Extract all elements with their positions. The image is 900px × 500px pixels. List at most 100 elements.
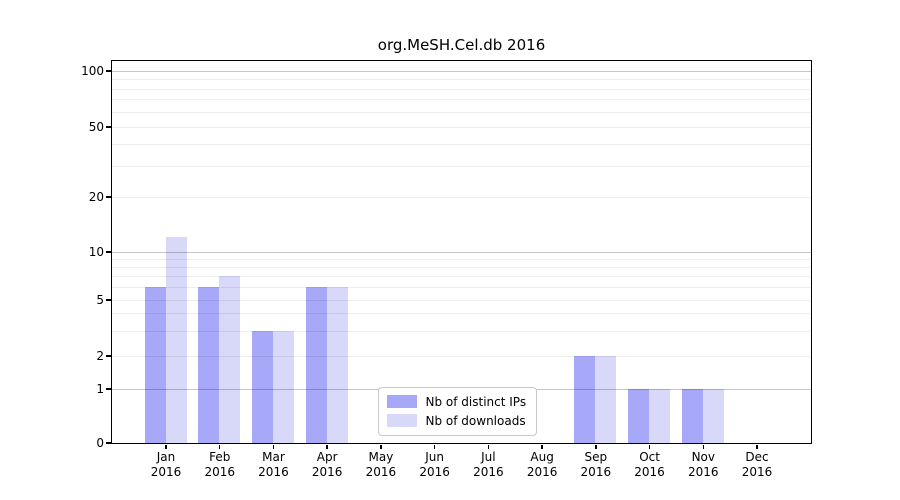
bar-downloads-apr — [326, 286, 348, 443]
y-axis-tick-mark — [105, 388, 111, 390]
x-axis-month-label: Apr 2016 — [299, 450, 355, 480]
grid-layer — [111, 61, 811, 443]
bar-downloads-nov — [702, 388, 724, 443]
minor-gridline — [111, 355, 811, 357]
x-axis-tick-mark — [272, 444, 275, 449]
y-axis-tick-label: 50 — [88, 120, 104, 134]
x-axis-tick-mark — [595, 444, 597, 449]
x-axis-month-label: Feb 2016 — [192, 450, 248, 480]
month-year: 2016 — [365, 465, 397, 479]
minor-gridline — [111, 286, 811, 288]
legend-label-downloads: Nb of downloads — [425, 413, 526, 428]
x-axis-month-label: Jul 2016 — [460, 450, 516, 480]
x-axis-month-label: Oct 2016 — [622, 450, 678, 480]
month-name: Oct — [639, 450, 660, 464]
x-axis-tick-mark — [218, 444, 221, 449]
x-axis-month-label: Aug 2016 — [514, 450, 570, 480]
x-axis-month-label: Nov 2016 — [675, 450, 731, 480]
bar-distinct-ips-apr — [305, 286, 327, 443]
x-axis-tick-mark — [165, 444, 167, 449]
month-name: Jun — [425, 450, 445, 464]
y-axis-tick-label: 0 — [96, 436, 104, 450]
minor-gridline — [111, 330, 811, 332]
month-year: 2016 — [473, 465, 504, 479]
y-axis-tick-label: 20 — [88, 190, 104, 204]
month-year: 2016 — [150, 465, 182, 479]
y-axis-tick-label: 10 — [88, 245, 104, 259]
legend-item-downloads: Nb of downloads — [386, 413, 527, 428]
y-axis-tick-label: 2 — [96, 349, 104, 363]
y-axis-tick-label: 5 — [96, 293, 104, 307]
month-name: Feb — [209, 450, 231, 464]
bar-downloads-feb — [219, 276, 241, 443]
y-axis-tick-mark — [105, 355, 111, 357]
major-gridline — [111, 70, 811, 72]
bar-distinct-ips-sep — [574, 355, 596, 443]
y-axis-tick-label: 1 — [96, 382, 104, 396]
y-axis-tick-mark — [105, 251, 111, 253]
month-name: Mar — [262, 450, 285, 464]
legend-swatch-downloads — [386, 414, 417, 427]
bar-distinct-ips-mar — [251, 330, 273, 443]
month-name: Dec — [745, 450, 769, 464]
minor-gridline — [111, 165, 811, 167]
month-year: 2016 — [526, 465, 558, 479]
x-axis-month-label: Mar 2016 — [245, 450, 301, 480]
x-axis-tick-mark — [648, 444, 651, 449]
bar-downloads-sep — [595, 355, 617, 443]
month-year: 2016 — [258, 465, 289, 479]
minor-gridline — [111, 126, 811, 128]
y-axis-tick-mark — [105, 299, 111, 301]
chart-title: org.MeSH.Cel.db 2016 — [377, 36, 546, 54]
month-name: Apr — [316, 450, 338, 464]
x-axis-tick-mark — [380, 444, 382, 449]
x-axis-tick-mark — [756, 444, 758, 449]
legend-label-distinct-ips: Nb of distinct IPs — [425, 394, 527, 409]
legend-item-distinct-ips: Nb of distinct IPs — [386, 394, 527, 409]
x-axis-tick-mark — [541, 444, 543, 449]
month-year: 2016 — [419, 465, 450, 479]
bar-downloads-jan — [165, 237, 187, 443]
bars-layer — [112, 61, 811, 443]
bar-downloads-oct — [649, 388, 671, 443]
x-axis-month-label: Jun 2016 — [407, 450, 463, 480]
month-year: 2016 — [688, 465, 719, 479]
minor-gridline — [111, 266, 811, 268]
month-name: Aug — [530, 450, 554, 464]
x-axis-tick-mark — [433, 444, 436, 449]
major-gridline — [111, 251, 811, 253]
minor-gridline — [111, 79, 811, 80]
month-name: Nov — [691, 450, 715, 464]
x-axis-tick-mark — [702, 444, 705, 449]
bar-distinct-ips-oct — [628, 388, 650, 443]
minor-gridline — [111, 313, 811, 315]
minor-gridline — [111, 99, 811, 101]
x-axis-month-label: Sep 2016 — [568, 450, 624, 480]
month-year: 2016 — [741, 465, 773, 479]
y-axis-tick-mark — [105, 196, 111, 198]
legend: Nb of distinct IPs Nb of downloads — [377, 386, 538, 436]
y-axis-tick-mark — [105, 442, 111, 444]
month-name: May — [368, 450, 394, 464]
month-year: 2016 — [634, 465, 665, 479]
x-axis-tick-mark — [487, 444, 490, 449]
month-year: 2016 — [311, 465, 343, 479]
plot-area: Nb of distinct IPs Nb of downloads — [110, 59, 812, 444]
month-year: 2016 — [204, 465, 235, 479]
minor-gridline — [111, 111, 811, 113]
legend-swatch-distinct-ips — [386, 395, 417, 408]
minor-gridline — [111, 143, 811, 145]
bar-distinct-ips-jan — [144, 286, 166, 443]
bar-downloads-mar — [272, 330, 294, 443]
bar-distinct-ips-feb — [198, 286, 220, 443]
y-axis-tick-mark — [105, 126, 111, 128]
bar-distinct-ips-nov — [681, 388, 703, 443]
y-axis-tick-label: 100 — [81, 64, 104, 78]
month-name: Jan — [156, 450, 176, 464]
x-axis-month-label: Dec 2016 — [729, 450, 785, 480]
x-axis-tick-mark — [326, 444, 328, 449]
month-year: 2016 — [580, 465, 612, 479]
minor-gridline — [111, 299, 811, 301]
x-axis-month-label: May 2016 — [353, 450, 409, 480]
